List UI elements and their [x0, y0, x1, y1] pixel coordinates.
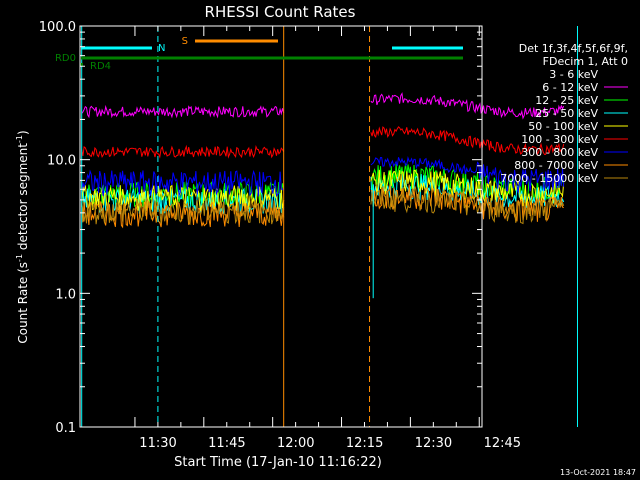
legend-entry-label: 300 - 800 keV [521, 146, 598, 159]
series-line [81, 92, 565, 120]
legend-entry-label: 7000 - 15000 keV [500, 172, 598, 185]
y-tick-label: 10.0 [47, 154, 76, 169]
legend-entry-label: 50 - 100 keV [528, 120, 598, 133]
rd4-label: RD4 [90, 61, 111, 72]
night-label: N [158, 43, 165, 54]
legend-entry-label: 100 - 300 keV [521, 133, 598, 146]
chart-title: RHESSI Count Rates [205, 3, 356, 21]
legend-entry-label: 6 - 12 keV [542, 81, 598, 94]
legend-entry-label: 3 - 6 keV [549, 68, 598, 81]
series-line [81, 186, 565, 226]
rd4-marker [80, 63, 83, 66]
series-layer [81, 92, 565, 229]
x-tick-label: 12:15 [346, 436, 383, 451]
x-tick-label: 12:00 [277, 436, 314, 451]
y-axis-label: Count Rate (s-1 detector segment-1) [15, 130, 30, 343]
x-tick-label: 11:45 [208, 436, 245, 451]
x-tick-label: 12:30 [415, 436, 452, 451]
series-line [81, 156, 565, 198]
y-tick-label: 1.0 [55, 287, 76, 302]
y-axis-label-sup: -1 [15, 135, 24, 143]
legend-entry-label: 25 - 50 keV [535, 107, 598, 120]
plot-frame [79, 25, 483, 428]
axes: 0.1 1.0 10.0 100.0 11:30 11:45 12:00 12:15 12:30… [39, 20, 521, 451]
annotation-layer: N S RD0 RD4 [55, 26, 578, 427]
y-axis-label-part: ) [16, 130, 30, 135]
series-line [81, 126, 565, 159]
y-tick-label: 100.0 [39, 20, 76, 35]
legend: Det 1f,3f,4f,5f,6f,9f, FDecim 1, Att 0 3… [500, 42, 628, 185]
legend-entry-label: 12 - 25 keV [535, 94, 598, 107]
y-axis-label-part: Count Rate (s [16, 262, 30, 344]
y-tick-label: 0.1 [55, 421, 76, 436]
x-axis-label: Start Time (17-Jan-10 11:16:22) [174, 455, 382, 470]
rd0-label: RD0 [55, 53, 76, 64]
y-axis-label-sup: -1 [15, 254, 24, 262]
y-axis-label-part: detector segment [16, 143, 30, 254]
legend-entry-label: 800 - 7000 keV [514, 159, 598, 172]
series-line [81, 103, 564, 130]
x-tick-label: 12:45 [484, 436, 521, 451]
legend-header-line-2: FDecim 1, Att 0 [543, 55, 628, 68]
footer-date: 13-Oct-2021 18:47 [560, 468, 636, 477]
saa-label: S [182, 36, 188, 47]
x-tick-label: 11:30 [139, 436, 176, 451]
legend-header-line-1: Det 1f,3f,4f,5f,6f,9f, [519, 42, 628, 55]
